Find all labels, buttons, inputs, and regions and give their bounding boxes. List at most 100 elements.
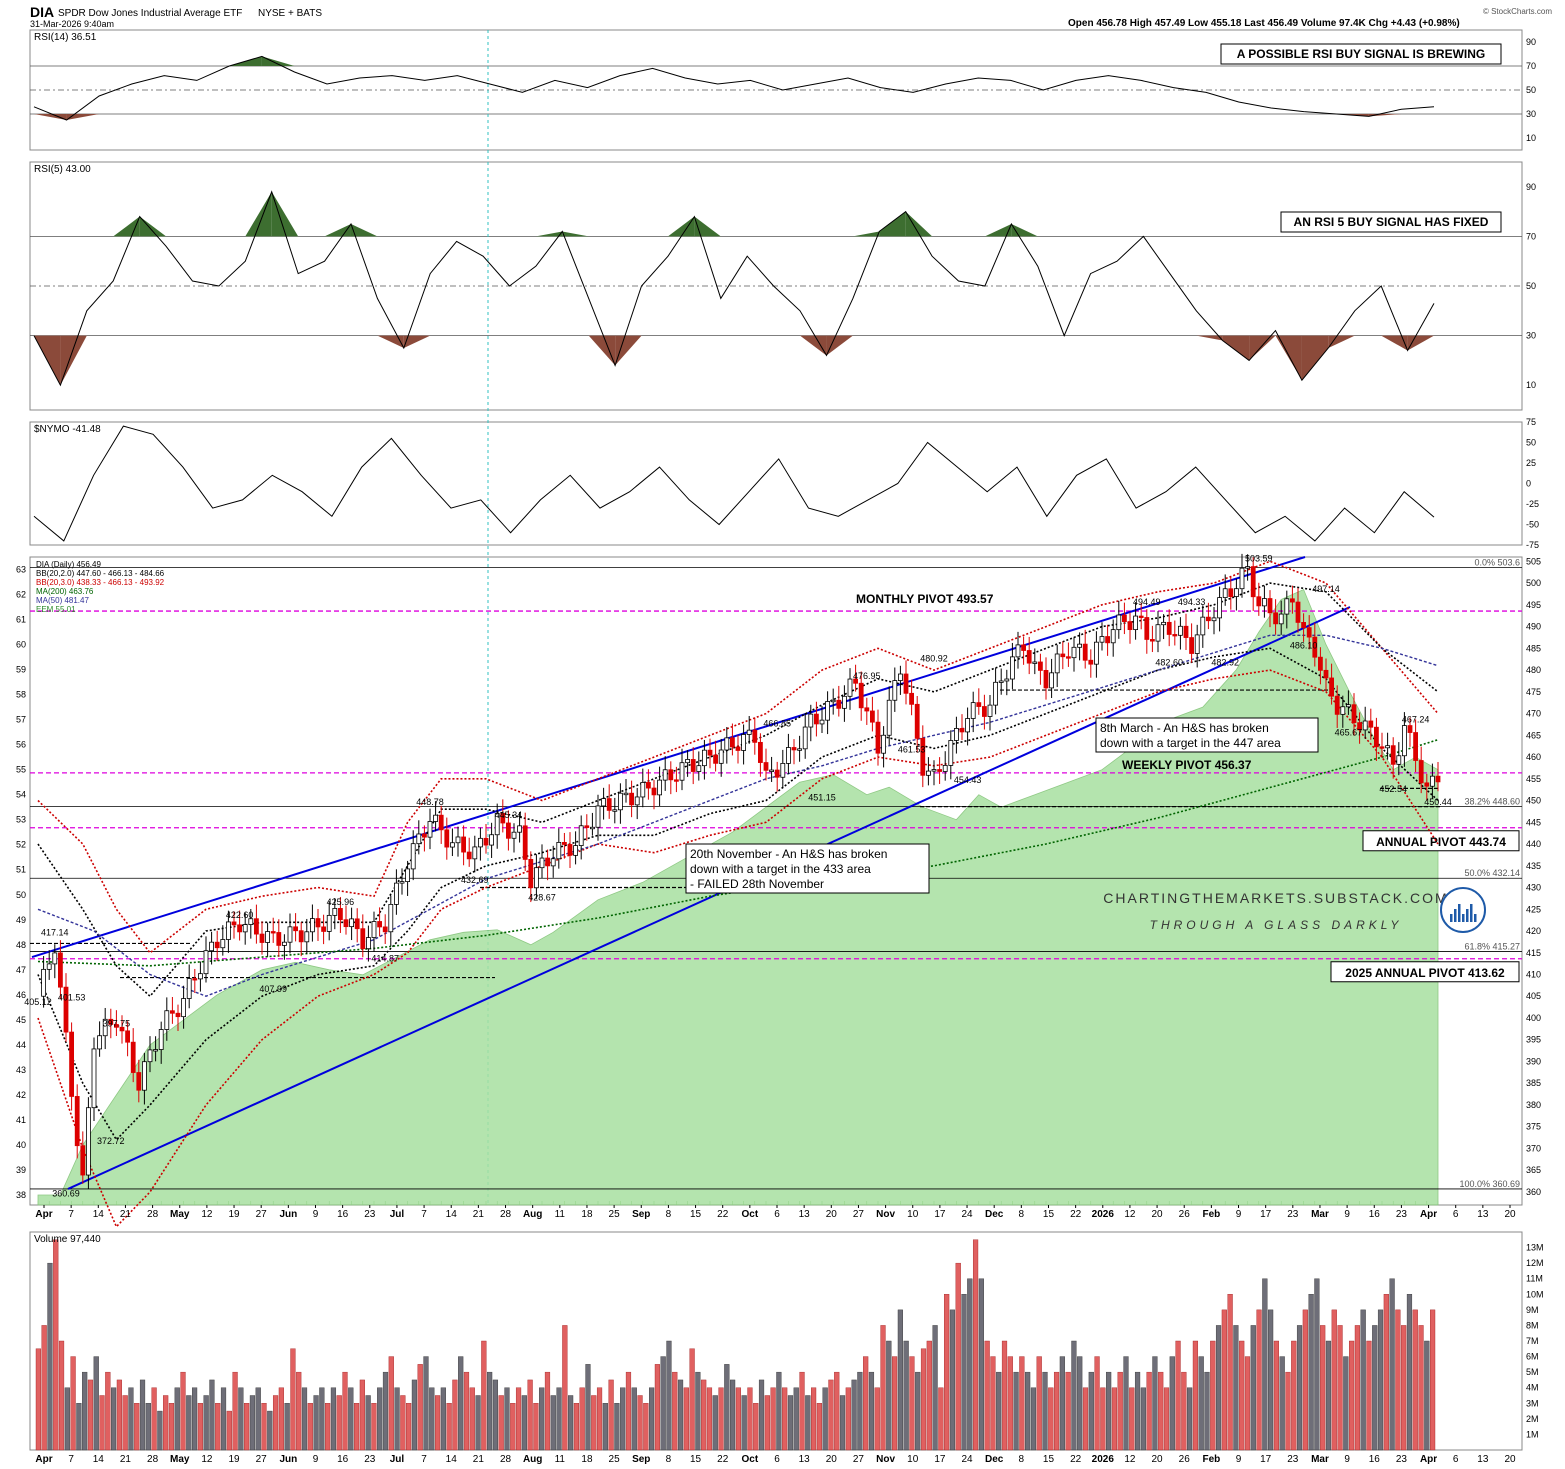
volume-bar — [151, 1387, 157, 1451]
candle-body — [578, 825, 584, 846]
volume-bar — [319, 1387, 325, 1451]
price-ytick: 490 — [1526, 622, 1541, 632]
candle-body — [248, 918, 254, 925]
candle-body — [982, 706, 987, 717]
volume-bar — [481, 1340, 487, 1451]
price-label: 461.53 — [898, 745, 926, 755]
volume-bar — [116, 1379, 122, 1451]
volume-xtick: 7 — [421, 1454, 427, 1464]
volume-bar — [758, 1379, 765, 1451]
rsi5-title: RSI(5) 43.00 — [34, 164, 91, 175]
volume-xtick: 6 — [1453, 1454, 1459, 1464]
price-legend-entry: DIA (Daily) 456.49 — [36, 560, 101, 569]
candle-body — [1374, 726, 1379, 748]
volume-ytick: 7M — [1526, 1336, 1539, 1346]
volume-bar — [1077, 1356, 1083, 1451]
candle-body — [937, 769, 942, 772]
volume-ytick: 4M — [1526, 1383, 1539, 1393]
candle-body — [674, 779, 679, 782]
price-ytick: 485 — [1526, 643, 1541, 653]
price-ytick: 505 — [1526, 556, 1541, 566]
volume-bar — [209, 1379, 215, 1451]
volume-bar — [1152, 1356, 1158, 1451]
eem-ytick: 48 — [16, 940, 26, 950]
candle-body — [634, 796, 640, 806]
volume-bar — [504, 1387, 510, 1451]
volume-xtick: 13 — [1477, 1454, 1489, 1464]
candle-body — [91, 1048, 97, 1109]
eem-ytick: 38 — [16, 1190, 26, 1200]
volume-bar — [978, 1278, 984, 1451]
candle-body — [125, 1030, 130, 1043]
rsi5-overbought-fill — [1011, 224, 1038, 237]
price-legend-entry: MA(200) 463.76 — [36, 587, 94, 596]
candle-body — [595, 805, 601, 828]
volume-bar — [521, 1395, 527, 1451]
eem-ytick: 62 — [16, 590, 26, 600]
volume-bar — [1244, 1356, 1251, 1451]
volume-bar — [1129, 1387, 1135, 1451]
volume-bar — [631, 1387, 637, 1451]
volume-bar — [394, 1387, 400, 1451]
volume-bar — [782, 1387, 788, 1451]
volume-bar — [35, 1348, 41, 1451]
candle-body — [797, 748, 802, 751]
volume-bar — [388, 1356, 394, 1451]
candle-body — [646, 782, 651, 789]
price-xtick: May — [170, 1209, 190, 1220]
volume-bar — [180, 1371, 186, 1451]
volume-bar — [695, 1371, 701, 1451]
price-label: 476.95 — [853, 671, 881, 681]
volume-bar — [1140, 1387, 1146, 1451]
candle-body — [237, 924, 243, 933]
volume-bar — [348, 1387, 354, 1451]
price-xtick: 6 — [1453, 1209, 1459, 1220]
candle-body — [758, 741, 763, 763]
price-xtick: 8 — [1019, 1209, 1025, 1220]
rsi5-oversold-fill — [1196, 335, 1223, 341]
price-xtick: 28 — [147, 1209, 159, 1220]
eem-ytick: 59 — [16, 665, 26, 675]
weekly-pivot-label: WEEKLY PIVOT 456.37 — [1122, 758, 1252, 772]
volume-bar — [301, 1387, 308, 1451]
price-label: 407.99 — [259, 984, 287, 994]
candle-body — [623, 792, 629, 796]
volume-bar — [874, 1387, 880, 1451]
volume-bar — [377, 1387, 383, 1451]
volume-xtick: Dec — [985, 1454, 1004, 1464]
volume-bar — [1019, 1356, 1025, 1451]
candle-body — [668, 769, 674, 781]
candle-body — [741, 734, 746, 751]
nymo-ytick: 0 — [1526, 479, 1531, 489]
candle-body — [365, 937, 371, 950]
price-ytick: 360 — [1526, 1187, 1541, 1197]
candle-body — [371, 921, 377, 938]
volume-ytick: 6M — [1526, 1352, 1539, 1362]
rsi5-ytick: 30 — [1526, 331, 1536, 341]
volume-bar — [1383, 1294, 1389, 1451]
price-label: 372.72 — [97, 1136, 125, 1146]
volume-bar — [730, 1379, 736, 1451]
hs-march-line2: down with a target in the 447 area — [1100, 736, 1281, 750]
volume-bar — [203, 1395, 209, 1451]
price-ytick: 495 — [1526, 600, 1541, 610]
candle-body — [1418, 760, 1424, 784]
candle-body — [1211, 617, 1217, 622]
volume-xtick: 15 — [690, 1454, 702, 1464]
price-xtick: Mar — [1311, 1209, 1329, 1220]
volume-bar — [1071, 1340, 1077, 1451]
volume-xtick: 16 — [1369, 1454, 1381, 1464]
candle-body — [528, 859, 534, 889]
rsi14-ytick: 90 — [1526, 37, 1536, 47]
candle-body — [209, 941, 215, 952]
candle-body — [433, 814, 439, 822]
volume-bar — [1134, 1371, 1141, 1451]
candle-body — [1105, 636, 1110, 644]
volume-xtick: 12 — [201, 1454, 213, 1464]
rsi5-annotation: AN RSI 5 BUY SIGNAL HAS FIXED — [1294, 215, 1489, 229]
hs-nov-line1: 20th November - An H&S has broken — [690, 847, 887, 861]
volume-bar — [562, 1325, 568, 1451]
volume-bar — [1273, 1340, 1280, 1451]
candle-body — [590, 826, 595, 830]
volume-bar — [961, 1294, 967, 1451]
